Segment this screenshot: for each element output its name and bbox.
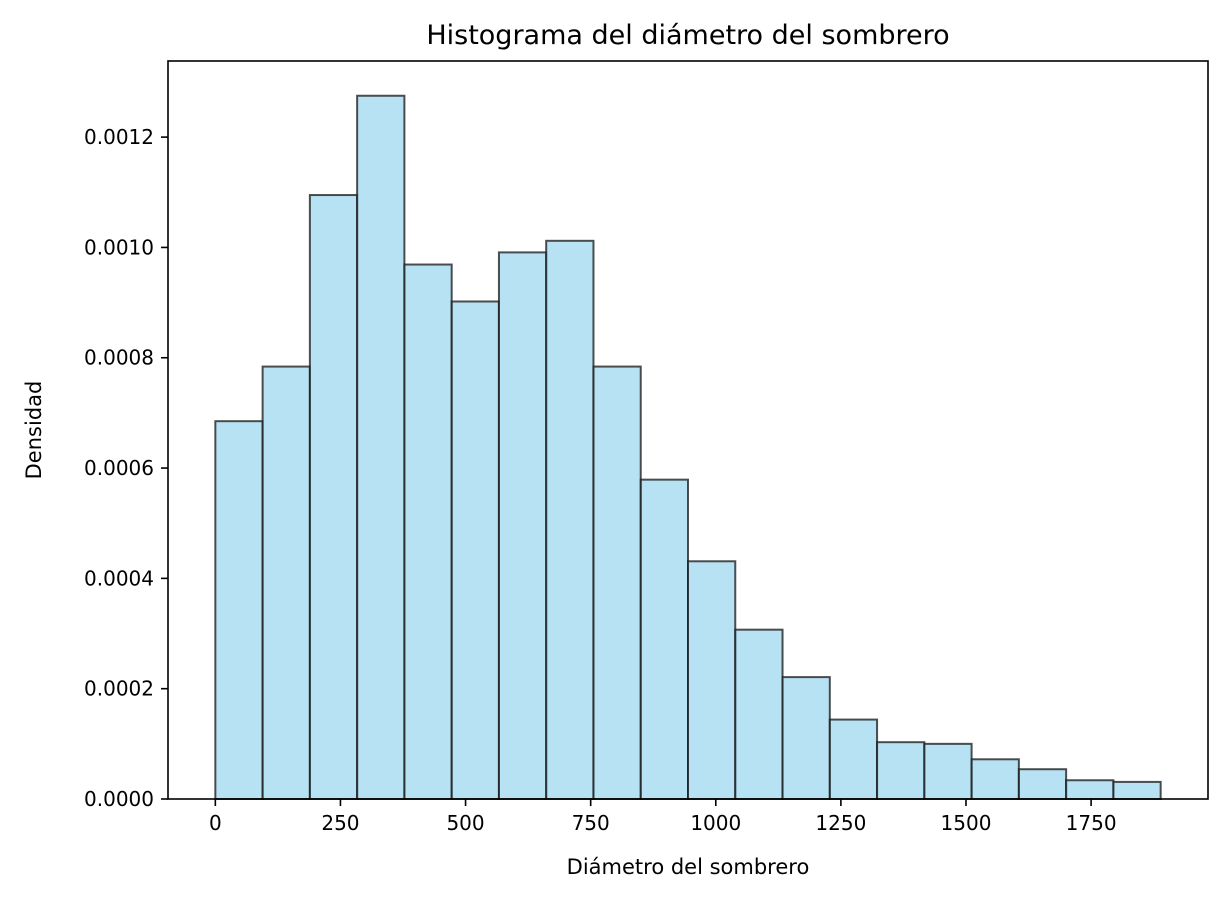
y-tick-label: 0.0012 [84,125,154,149]
x-axis-label: Diámetro del sombrero [567,855,810,879]
histogram-bar [639,478,689,800]
histogram-bar [261,365,311,800]
y-tick-label: 0.0004 [84,566,154,590]
histogram-bar [545,239,595,801]
y-tick-label: 0.0008 [84,346,154,370]
y-tick-label: 0.0000 [84,787,154,811]
histogram-bar [876,741,926,801]
histogram-bar [1112,780,1162,801]
x-tick-label: 250 [321,811,359,835]
histogram-bar [1017,768,1068,801]
y-axis-ticks: 0.0000 0.0002 0.0004 0.0006 0.0008 0.0010 0.00… [84,125,168,811]
y-tick-label: 0.0010 [84,235,154,259]
histogram-bar [1065,779,1115,801]
histogram-bar [923,742,973,801]
y-axis-label: Densidad [22,381,46,480]
histogram-bar [214,420,264,800]
histogram-bar [356,94,406,800]
plot-frame [167,60,1209,800]
histogram-bar [781,676,831,801]
histogram-bar [687,560,737,801]
x-tick-label: 500 [446,811,484,835]
histogram-bar [497,251,548,801]
x-tick-label: 750 [572,811,610,835]
histogram-bar [734,628,784,800]
x-tick-label: 1750 [1066,811,1117,835]
histogram-bar [970,758,1020,800]
chart-title: Histograma del diámetro del sombrero [426,20,949,51]
x-tick-label: 0 [209,811,222,835]
x-axis-ticks: 0 250 500 750 1000 1250 1500 1750 [209,799,1117,835]
histogram-bar [308,194,359,801]
y-tick-label: 0.0006 [84,456,154,480]
histogram-bar [403,263,453,800]
histogram-bar [592,365,642,800]
y-tick-label: 0.0002 [84,677,154,701]
histogram-bar [828,718,879,800]
x-tick-label: 1500 [941,811,992,835]
x-tick-label: 1250 [815,811,866,835]
histogram-bar [450,300,500,800]
bars-group [214,94,1162,801]
x-tick-label: 1000 [690,811,741,835]
